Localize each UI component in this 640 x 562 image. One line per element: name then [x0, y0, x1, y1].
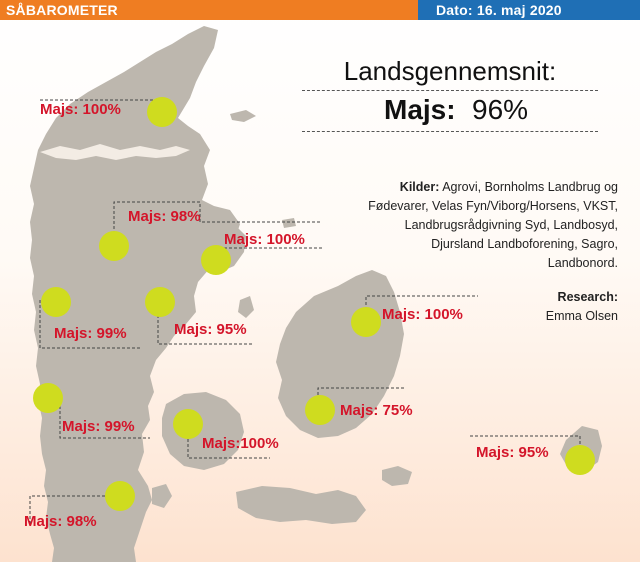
- anholt-landmass: [282, 218, 296, 228]
- region-label-djursland: Majs: 100%: [224, 231, 305, 248]
- header-date: Dato: 16. maj 2020: [436, 2, 562, 18]
- region-marker-southwest: [33, 383, 63, 413]
- header-title-band: SÅBAROMETER: [0, 0, 418, 20]
- lolland-falster-landmass: [236, 486, 366, 524]
- region-marker-east-jutland: [145, 287, 175, 317]
- region-marker-zealand-north: [351, 307, 381, 337]
- national-average-box: Landsgennemsnit: Majs: 96%: [302, 56, 598, 132]
- region-label-west: Majs: 99%: [54, 325, 127, 342]
- sources-label: Kilder:: [399, 180, 440, 194]
- region-label-zealand-north: Majs: 100%: [382, 306, 463, 323]
- region-label-viborg: Majs: 98%: [128, 208, 201, 225]
- mon-landmass: [382, 466, 412, 486]
- region-marker-north: [147, 97, 177, 127]
- header-title: SÅBAROMETER: [6, 2, 118, 18]
- region-marker-funen: [173, 409, 203, 439]
- region-label-funen: Majs:100%: [202, 435, 279, 452]
- leader-line-south: [29, 495, 120, 526]
- region-label-zealand-south: Majs: 75%: [340, 402, 413, 419]
- sources-text: Agrovi, Bornholms Landbrug og Fødevarer,…: [368, 180, 618, 270]
- region-label-east-jutland: Majs: 95%: [174, 321, 247, 338]
- als-landmass: [152, 484, 172, 508]
- denmark-map: [29, 26, 602, 562]
- region-marker-bornholm: [565, 445, 595, 475]
- leader-line-viborg: [113, 201, 320, 244]
- leader-line-bornholm: [470, 435, 581, 458]
- region-marker-zealand-south: [305, 395, 335, 425]
- research-block: Research: Emma Olsen: [460, 288, 618, 326]
- national-average-row: Majs: 96%: [302, 90, 598, 132]
- laeso-landmass: [230, 110, 256, 122]
- region-marker-djursland: [201, 245, 231, 275]
- research-name: Emma Olsen: [545, 309, 618, 323]
- region-markers: [33, 97, 595, 511]
- region-marker-south: [105, 481, 135, 511]
- region-marker-viborg: [99, 231, 129, 261]
- region-label-north: Majs: 100%: [40, 101, 121, 118]
- national-average-crop: Majs:: [384, 94, 456, 125]
- research-label: Research:: [557, 290, 618, 304]
- jutland-landmass: [30, 26, 240, 562]
- national-average-title: Landsgennemsnit:: [343, 56, 557, 86]
- leader-line-west: [39, 300, 140, 349]
- region-label-south: Majs: 98%: [24, 513, 97, 530]
- limfjord-water: [40, 144, 190, 160]
- region-marker-west: [41, 287, 71, 317]
- region-label-southwest: Majs: 99%: [62, 418, 135, 435]
- samso-landmass: [238, 296, 254, 318]
- region-label-bornholm: Majs: 95%: [476, 444, 549, 461]
- national-average-value: 96%: [472, 94, 529, 125]
- leader-line-east-jutland: [157, 300, 252, 345]
- header-bar: SÅBAROMETER Dato: 16. maj 2020: [0, 0, 640, 20]
- header-date-band: Dato: 16. maj 2020: [418, 0, 640, 20]
- sources-block: Kilder: Agrovi, Bornholms Landbrug og Fø…: [360, 178, 618, 273]
